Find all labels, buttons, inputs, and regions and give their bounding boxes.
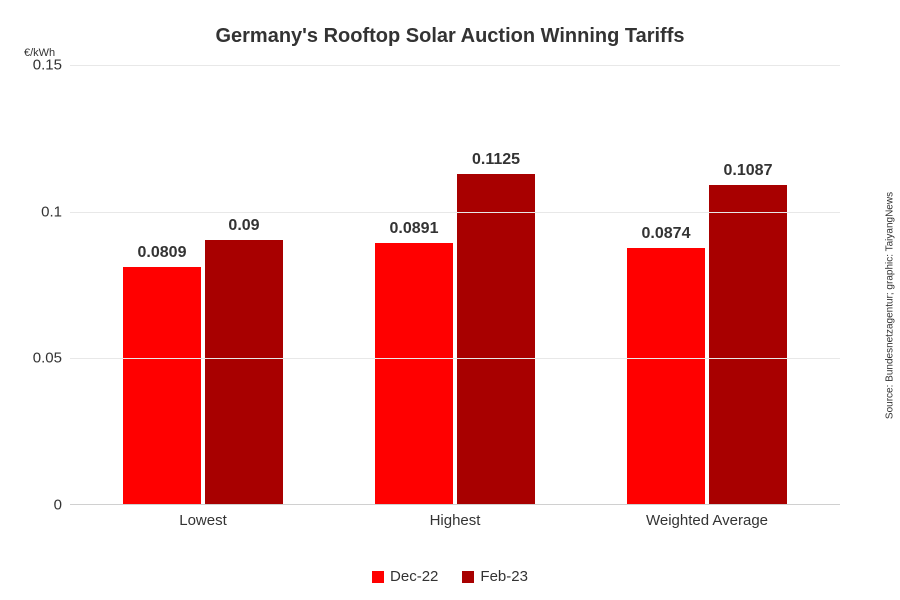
chart-title: Germany's Rooftop Solar Auction Winning … [0,25,900,48]
chart-container: Germany's Rooftop Solar Auction Winning … [0,0,900,600]
bar [205,240,283,504]
y-tick-label: 0.05 [12,350,62,367]
legend-item: Feb-23 [462,568,528,585]
gridline [70,65,840,66]
bar [709,185,787,504]
legend-label: Feb-23 [480,568,528,585]
y-tick-label: 0.1 [12,203,62,220]
legend-item: Dec-22 [372,568,438,585]
gridline [70,212,840,213]
legend-label: Dec-22 [390,568,438,585]
legend-swatch [462,571,474,583]
x-tick-label: Lowest [179,512,227,529]
bar [375,243,453,504]
data-label: 0.1087 [724,162,773,180]
legend: Dec-22 Feb-23 [0,568,900,585]
data-label: 0.1125 [472,151,520,169]
legend-swatch [372,571,384,583]
gridline [70,358,840,359]
bar [123,267,201,504]
source-text: Source: Bundesnetzagentur; graphic: Taiy… [885,192,896,419]
plot-area [70,65,840,505]
data-label: 0.09 [228,217,259,235]
x-tick-label: Highest [430,512,481,529]
data-label: 0.0809 [138,244,187,262]
bar [457,174,535,504]
y-tick-label: 0 [12,497,62,514]
data-label: 0.0891 [390,220,439,238]
data-label: 0.0874 [642,225,691,243]
bar [627,248,705,504]
x-tick-label: Weighted Average [646,512,768,529]
y-tick-label: 0.15 [12,57,62,74]
